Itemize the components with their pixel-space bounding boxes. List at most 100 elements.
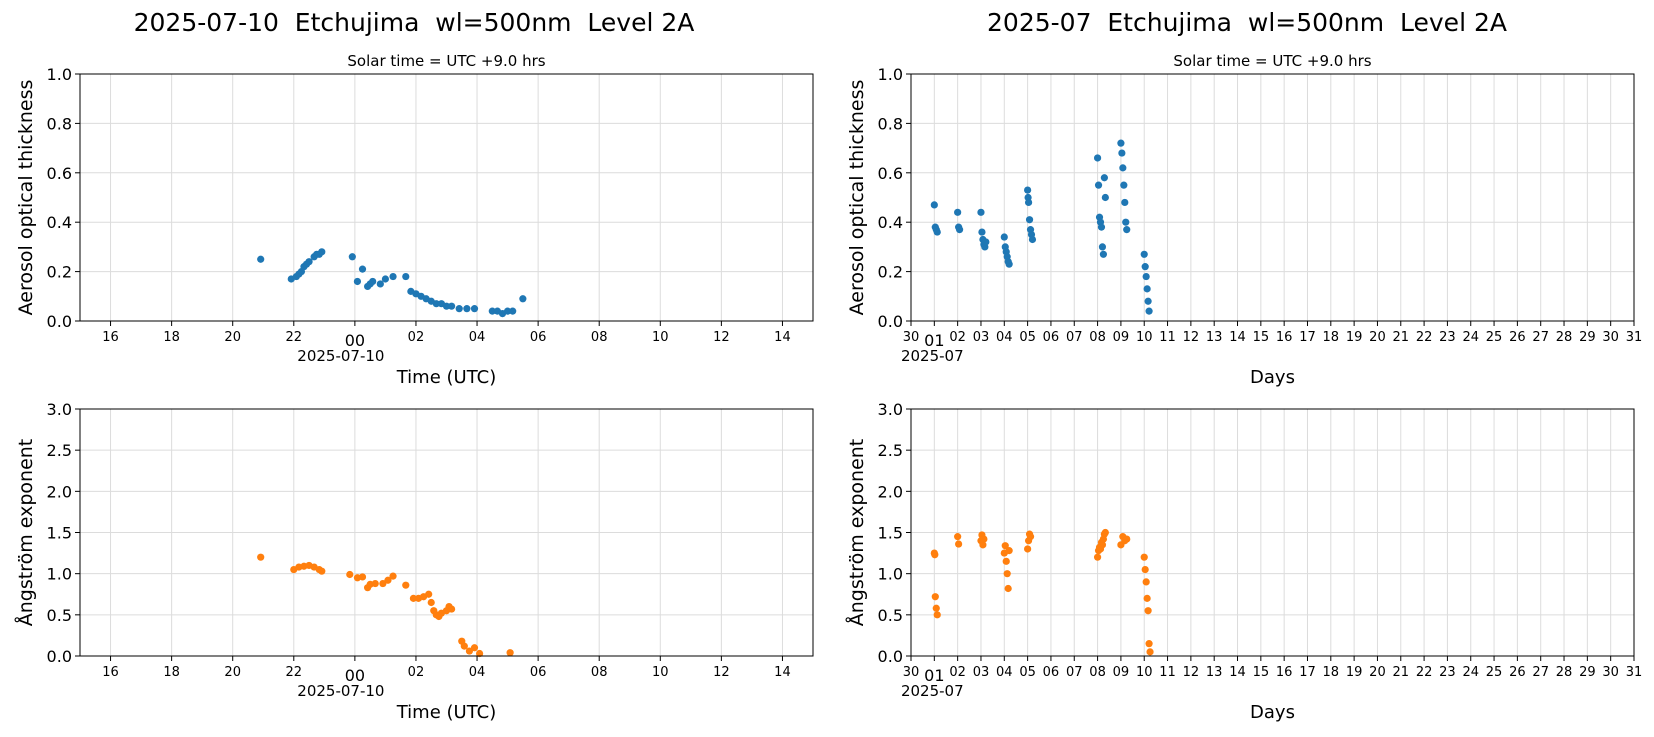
data-point — [384, 576, 392, 584]
x-tick-label: 30 — [903, 330, 920, 345]
x-tick-label: 08 — [1089, 665, 1106, 680]
y-tick-label: 0.6 — [878, 164, 903, 183]
x-tick-label: 12 — [1183, 330, 1200, 345]
data-point — [305, 258, 313, 266]
x-tick-label: 30 — [1602, 330, 1619, 345]
data-point — [931, 551, 939, 559]
x-tick-label: 31 — [1626, 665, 1643, 680]
data-point — [358, 573, 367, 581]
data-point — [1028, 235, 1037, 244]
x-tick-label: 16 — [102, 665, 119, 680]
data-point — [1122, 218, 1130, 226]
data-point — [389, 272, 397, 281]
x-tick-label: 17 — [1299, 330, 1316, 345]
x-tick-label: 24 — [1462, 330, 1479, 345]
data-point — [1123, 226, 1131, 234]
x-tick-label: 29 — [1579, 330, 1596, 345]
data-point — [455, 305, 463, 313]
data-point — [465, 647, 474, 655]
data-point — [1005, 547, 1013, 555]
data-point — [1094, 181, 1103, 189]
y-tick-label: 1.0 — [878, 65, 903, 84]
data-point — [1117, 139, 1125, 147]
data-point — [1142, 578, 1150, 586]
x-tick-label: 07 — [1066, 665, 1083, 680]
y-tick-label: 0.2 — [878, 263, 903, 282]
data-point — [346, 570, 354, 579]
y-tick-label: 1.5 — [878, 524, 903, 543]
y-tick-label: 2.5 — [47, 441, 72, 460]
x-tick-label: 15 — [1253, 665, 1270, 680]
x-tick-label: 06 — [1043, 665, 1060, 680]
x-tick-label: 03 — [973, 330, 990, 345]
x-tick-label: 08 — [591, 330, 608, 345]
x-tick-label: 07 — [1066, 330, 1083, 345]
x-tick-label: 29 — [1579, 665, 1596, 680]
data-point — [1144, 607, 1152, 615]
x-date-label: 2025-07 — [901, 682, 964, 700]
data-point — [447, 302, 456, 310]
x-tick-label: 18 — [163, 665, 180, 680]
y-tick-label: 0.6 — [47, 164, 72, 183]
data-point — [402, 272, 410, 281]
data-point — [1000, 233, 1008, 241]
data-point — [982, 238, 990, 246]
x-tick-label: 17 — [1299, 665, 1316, 680]
x-tick-label: 16 — [1276, 330, 1293, 345]
x-tick-label: 23 — [1439, 330, 1456, 345]
y-tick-label: 0.4 — [47, 213, 72, 232]
y-axis-label: Ångström exponent — [845, 439, 868, 627]
y-tick-label: 2.5 — [878, 441, 903, 460]
data-point — [257, 553, 265, 561]
data-point — [955, 226, 964, 234]
y-tick-label: 0.8 — [878, 114, 903, 133]
data-point — [463, 305, 471, 313]
x-tick-label: 14 — [774, 330, 791, 345]
data-point — [954, 208, 962, 216]
x-tick-label: 14 — [1229, 330, 1246, 345]
x-tick-label: 25 — [1486, 330, 1503, 345]
data-point — [1141, 263, 1149, 271]
x-tick-label: 27 — [1532, 330, 1549, 345]
data-point — [371, 579, 379, 588]
x-tick-label: 02 — [408, 330, 425, 345]
left-figure-title: 2025-07-10 Etchujima wl=500nm Level 2A — [133, 8, 695, 37]
data-point — [1025, 216, 1034, 224]
x-tick-label: 26 — [1509, 330, 1526, 345]
data-point — [318, 248, 326, 256]
x-tick-label: 01 — [924, 666, 944, 685]
data-point — [954, 533, 962, 541]
data-point — [1004, 584, 1012, 593]
data-point — [1142, 272, 1150, 281]
x-tick-label: 15 — [1253, 330, 1270, 345]
x-tick-label: 12 — [713, 330, 730, 345]
data-point — [1141, 565, 1149, 574]
data-point — [1120, 181, 1128, 189]
x-tick-label: 13 — [1206, 665, 1223, 680]
x-date-label: 2025-07-10 — [297, 347, 384, 365]
x-tick-label: 06 — [530, 665, 547, 680]
x-tick-label: 14 — [1229, 665, 1246, 680]
data-point — [1145, 640, 1153, 648]
data-point — [955, 540, 963, 548]
data-point — [348, 253, 356, 261]
x-tick-label: 02 — [949, 665, 966, 680]
x-tick-label: 23 — [1439, 665, 1456, 680]
data-point — [1024, 198, 1033, 207]
y-tick-label: 0.8 — [47, 114, 72, 133]
x-tick-label: 12 — [1183, 665, 1200, 680]
x-tick-label: 10 — [652, 665, 669, 680]
x-date-label: 2025-07 — [901, 347, 964, 365]
x-tick-label: 24 — [1462, 665, 1479, 680]
x-axis-label: Days — [1250, 702, 1295, 723]
data-point — [978, 228, 986, 236]
x-tick-label: 30 — [1602, 665, 1619, 680]
y-tick-label: 1.5 — [47, 524, 72, 543]
axes-frame — [79, 73, 814, 322]
data-point — [1118, 149, 1126, 157]
data-point — [1098, 243, 1107, 251]
x-tick-label: 04 — [469, 665, 486, 680]
data-point — [1099, 250, 1108, 258]
data-point — [1003, 570, 1011, 578]
data-point — [1145, 307, 1153, 315]
